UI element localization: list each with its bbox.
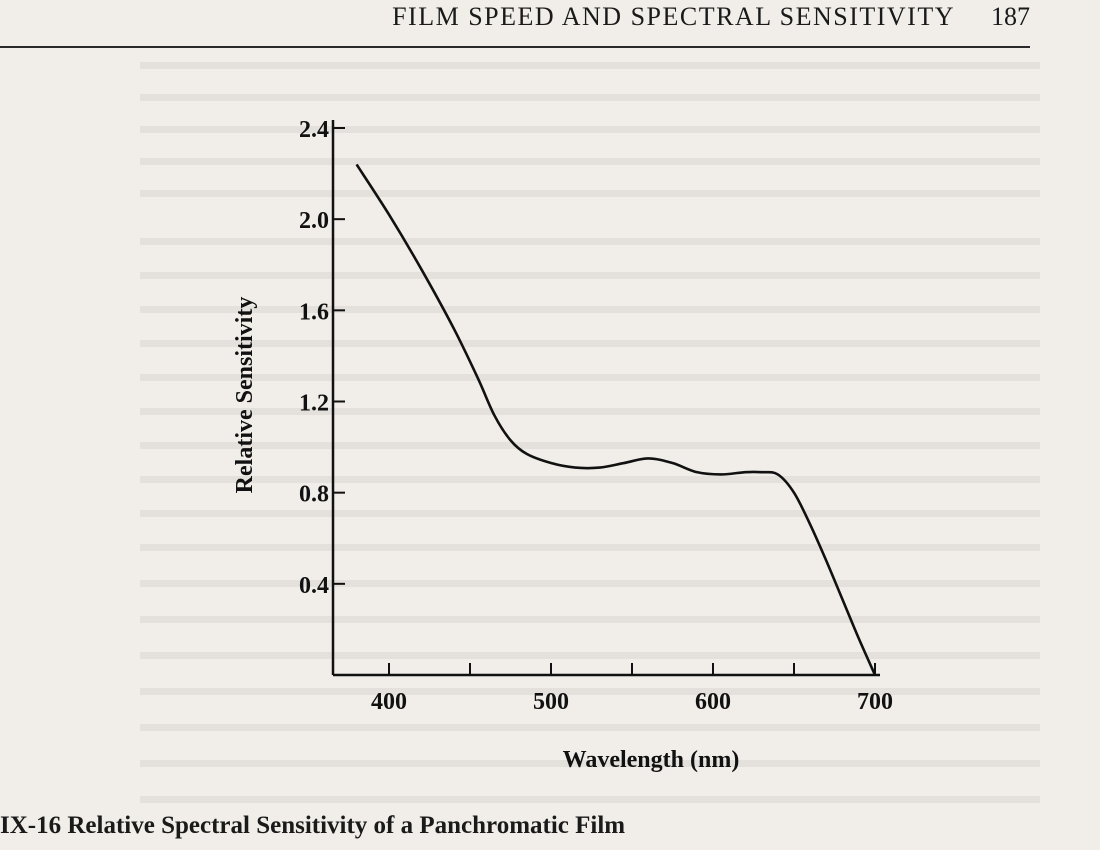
x-tick-label: 700 — [857, 689, 893, 715]
y-tick-label: 2.0 — [299, 208, 329, 234]
y-tick-label: 2.4 — [299, 117, 329, 143]
header-rule — [0, 46, 1030, 48]
running-head: FILM SPEED AND SPECTRAL SENSITIVITY — [392, 2, 955, 31]
x-tick-label: 400 — [371, 689, 407, 715]
y-tick-label: 1.6 — [299, 299, 329, 325]
y-tick-label: 1.2 — [299, 391, 329, 417]
spectral-sensitivity-chart: 0.4 0.8 1.2 1.6 2.0 2.4 400 500 600 700 Wavelength… — [232, 117, 893, 773]
figure-caption: IX-16 Relative Spectral Sensitivity of a… — [0, 812, 626, 839]
x-tick-label: 600 — [695, 689, 731, 715]
x-tick-label: 500 — [533, 689, 569, 715]
page-number: 187 — [991, 2, 1030, 31]
y-tick-label: 0.4 — [299, 573, 329, 599]
x-axis-label: Wavelength (nm) — [563, 747, 740, 773]
sensitivity-curve — [355, 163, 877, 676]
page-header: FILM SPEED AND SPECTRAL SENSITIVITY 187 — [0, 0, 1100, 62]
y-axis-label: Relative Sensitivity — [232, 297, 258, 494]
y-tick-label: 0.8 — [299, 482, 329, 508]
